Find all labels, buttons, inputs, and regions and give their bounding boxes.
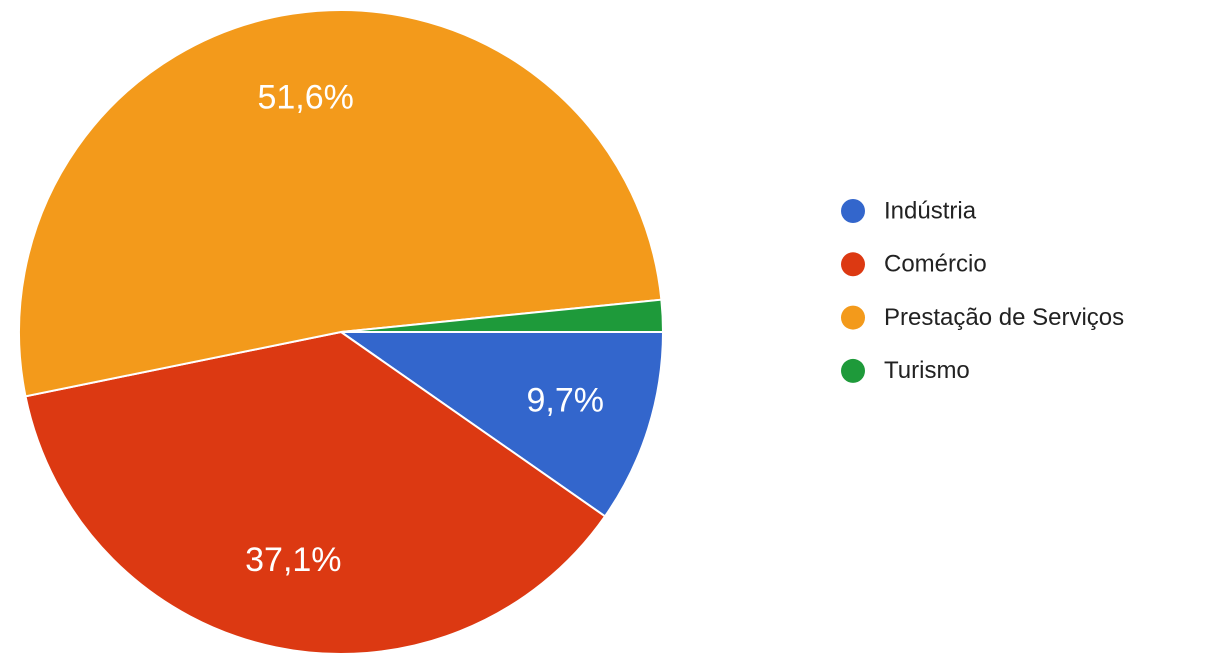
pie-slice (24, 330, 607, 654)
slice-label: 37,1% (245, 541, 341, 579)
legend-swatch (841, 358, 865, 383)
legend-label: Indústria (884, 197, 977, 224)
legend-label: Turismo (884, 357, 970, 384)
slice-label: 9,7% (526, 382, 604, 420)
legend-swatch (841, 199, 865, 223)
legend-label: Prestação de Serviços (884, 304, 1124, 331)
pie-slice (337, 331, 665, 518)
pie-slice (18, 9, 663, 398)
legend-label: Comércio (884, 251, 987, 278)
legend-swatch (841, 305, 865, 330)
slice-label: 51,6% (257, 79, 353, 117)
pie-slice (340, 298, 665, 333)
legend-swatch (841, 252, 865, 277)
